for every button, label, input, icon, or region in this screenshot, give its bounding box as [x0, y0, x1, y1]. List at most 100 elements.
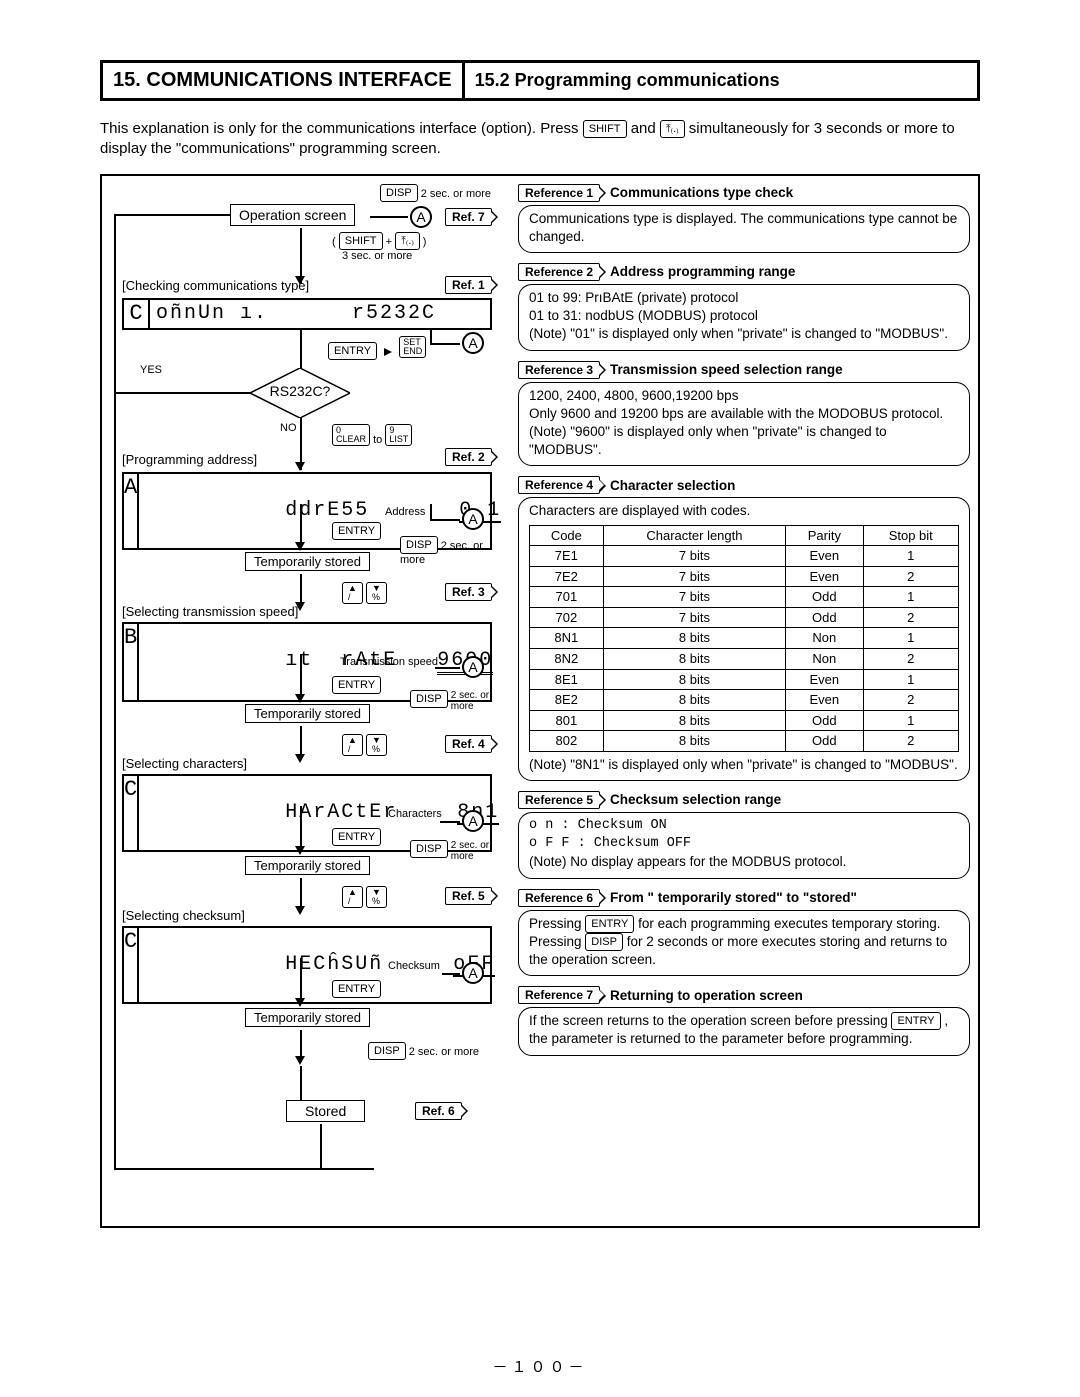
table-cell: 701: [530, 587, 604, 608]
a-marker-3: A: [462, 508, 484, 530]
lcd5-tag: C: [124, 928, 139, 1002]
flow-return-line: [114, 214, 116, 1170]
chapter-title-block: 15. COMMUNICATIONS INTERFACE: [103, 63, 465, 98]
ref4-block: Reference 4 Character selection Characte…: [518, 476, 970, 780]
ref5-note: (Note) No display appears for the MODBUS…: [529, 853, 959, 871]
ref6-b1: Pressing: [529, 916, 585, 931]
entry-key-ref7-icon: ENTRY: [891, 1012, 940, 1030]
intro-text: This explanation is only for the communi…: [100, 119, 980, 160]
no-label: NO: [280, 422, 297, 434]
two-sec-label: 2 sec. or more: [421, 188, 491, 200]
lcd1-tag: C: [124, 300, 150, 328]
hline-a5: [440, 821, 460, 823]
entry-key4-icon: ENTRY: [332, 828, 381, 846]
vline-a2: [430, 330, 432, 345]
updown-3: ▲ / ▼ %: [342, 886, 387, 908]
ref4-label: Reference 4: [518, 476, 600, 494]
down-key-icon: ▼ %: [366, 582, 387, 604]
shift-key2-icon: SHIFT: [339, 232, 383, 250]
ref3-title: Transmission speed selection range: [610, 362, 843, 377]
speed-sublabel: Transmission speed: [340, 656, 438, 668]
table-cell: Odd: [786, 731, 863, 752]
table-row: 8E18 bitsEven1: [530, 669, 959, 690]
table-header: Parity: [786, 525, 863, 546]
ref2-note: (Note) "01" is displayed only when "priv…: [529, 325, 959, 343]
ref4-title: Character selection: [610, 478, 735, 493]
ref2-line2: 01 to 31: nodbUS (MODBUS) protocol: [529, 307, 959, 325]
entry-setend-row: ENTRY SET END: [328, 336, 426, 360]
sel-speed-label: [Selecting transmission speed]: [122, 604, 298, 619]
updown-1: ▲ / ▼ %: [342, 582, 387, 604]
lcd2-text: ddrE55: [285, 499, 369, 522]
table-cell: 8 bits: [603, 628, 785, 649]
table-cell: Odd: [786, 710, 863, 731]
table-cell: 801: [530, 710, 604, 731]
arrow-down-6: [295, 754, 305, 763]
arrow-down-9: [295, 998, 305, 1007]
checking-label: [Checking communications type]: [122, 278, 309, 293]
pct-key2-icon: ⤒₍.₎: [395, 232, 420, 250]
shift-key-icon: SHIFT: [583, 120, 627, 138]
ref1-body: Communications type is displayed. The co…: [518, 205, 970, 253]
down-key-3-icon: ▼ %: [366, 886, 387, 908]
ref4-body: Characters are displayed with codes. Cod…: [518, 497, 970, 780]
ref3-body: 1200, 2400, 4800, 9600,19200 bps Only 96…: [518, 382, 970, 467]
table-cell: 702: [530, 607, 604, 628]
ref1-label: Reference 1: [518, 184, 600, 202]
section-title: Programming communications: [515, 70, 780, 91]
sel-checksum-label: [Selecting checksum]: [122, 908, 245, 923]
table-cell: Even: [786, 690, 863, 711]
table-cell: 8 bits: [603, 690, 785, 711]
ref1-block: Reference 1 Communications type check Co…: [518, 184, 970, 253]
ref1-tag: Ref. 1: [445, 276, 492, 294]
table-cell: 1: [863, 710, 959, 731]
table-cell: 8E1: [530, 669, 604, 690]
section-header: 15. COMMUNICATIONS INTERFACE 15.2 Progra…: [100, 60, 980, 101]
table-cell: Even: [786, 566, 863, 587]
setend-key-icon: SET END: [399, 336, 426, 358]
rs232c-label: RS232C?: [250, 383, 350, 399]
two-sec-4: 2 sec. or more: [451, 840, 489, 862]
temp-stored-4: Temporarily stored: [245, 1008, 370, 1027]
two-sec-5: 2 sec. or more: [409, 1046, 479, 1058]
prog-addr-label: [Programming address]: [122, 452, 257, 467]
to-label: to: [373, 434, 382, 446]
table-cell: Non: [786, 628, 863, 649]
ref5-label: Reference 5: [518, 791, 600, 809]
section-title-block: 15.2 Programming communications: [465, 63, 790, 98]
vline-to-diamond: [300, 330, 302, 368]
up-key-3-icon: ▲ /: [342, 886, 363, 908]
disp-key4-icon: DISP: [410, 840, 448, 858]
ref1-title: Communications type check: [610, 185, 793, 200]
ref7-block: Reference 7 Returning to operation scree…: [518, 986, 970, 1055]
clear-key-icon: 0 CLEAR: [332, 424, 370, 446]
updown-2: ▲ / ▼ %: [342, 734, 387, 756]
ref7-tag: Ref. 7: [445, 208, 492, 226]
arrow-down-7: [295, 846, 305, 855]
clear-to-list: 0 CLEAR to 9 LIST: [332, 424, 412, 446]
shift-plus-row: ( SHIFT + ⤒₍.₎ ): [332, 232, 426, 250]
list-key-icon: 9 LIST: [385, 424, 412, 446]
yes-label: YES: [140, 364, 162, 376]
operation-screen-label: Operation screen: [239, 207, 346, 223]
flow-return-top: [114, 214, 234, 216]
ref3-tag: Ref. 3: [445, 583, 492, 601]
lcd1-text: oñnUn ı. r5232C: [150, 300, 490, 328]
arrow-down-icon: [295, 276, 305, 285]
table-cell: 1: [863, 669, 959, 690]
disp-key-ref6-icon: DISP: [585, 933, 623, 951]
ref2-tag: Ref. 2: [445, 448, 492, 466]
checksum-sublabel: Checksum: [388, 960, 440, 972]
vline-to-stored: [300, 1066, 302, 1100]
ref3-line1: 1200, 2400, 4800, 9600,19200 bps: [529, 387, 959, 405]
table-row: 8N28 bitsNon2: [530, 648, 959, 669]
table-cell: 8N2: [530, 648, 604, 669]
table-cell: 8 bits: [603, 648, 785, 669]
table-cell: 7 bits: [603, 566, 785, 587]
ref5-on: o n : Checksum ON: [529, 817, 959, 835]
ref2-label: Reference 2: [518, 263, 600, 281]
ref3-label: Reference 3: [518, 361, 600, 379]
intro-and: and: [631, 120, 660, 137]
down-key-2-icon: ▼ %: [366, 734, 387, 756]
lcd4-tag: C: [124, 776, 139, 850]
